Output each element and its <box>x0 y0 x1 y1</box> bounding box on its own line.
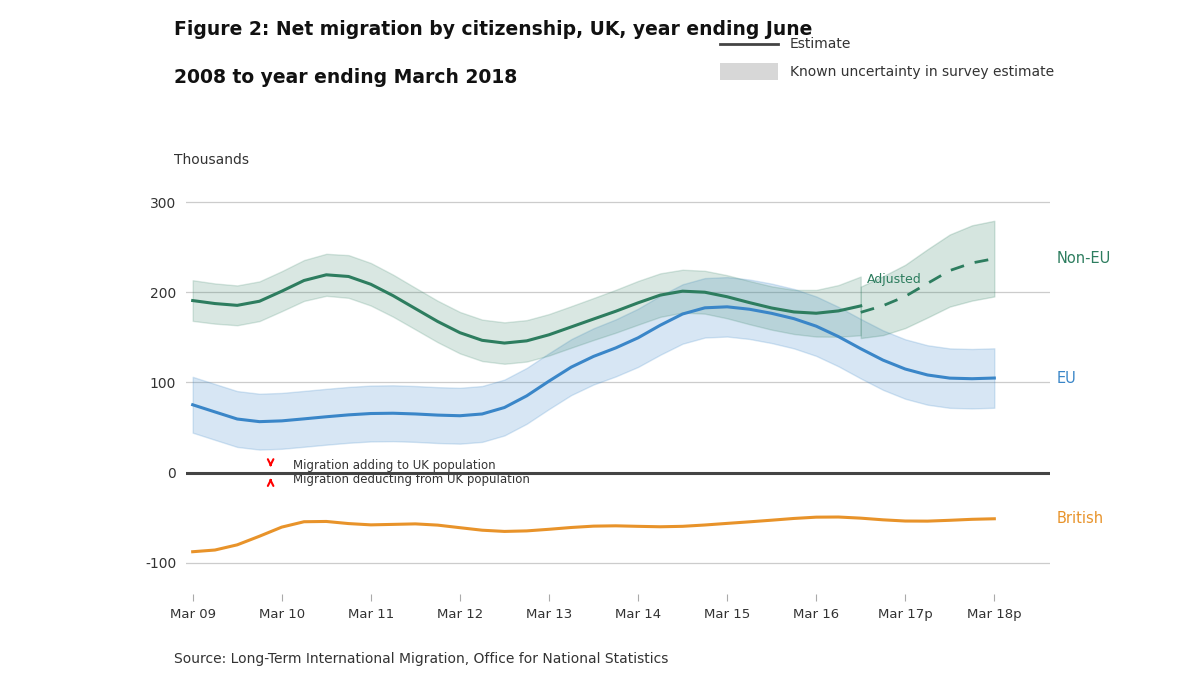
Text: EU: EU <box>1057 371 1076 385</box>
Text: British: British <box>1057 512 1104 527</box>
Text: Migration adding to UK population: Migration adding to UK population <box>293 459 496 472</box>
Text: Figure 2: Net migration by citizenship, UK, year ending June: Figure 2: Net migration by citizenship, … <box>174 20 812 40</box>
Text: Non-EU: Non-EU <box>1057 251 1111 266</box>
Text: Adjusted: Adjusted <box>866 273 922 285</box>
Text: 2008 to year ending March 2018: 2008 to year ending March 2018 <box>174 68 517 87</box>
Text: Known uncertainty in survey estimate: Known uncertainty in survey estimate <box>790 65 1054 79</box>
Text: Thousands: Thousands <box>174 154 250 167</box>
Text: Estimate: Estimate <box>790 38 851 51</box>
Text: Source: Long-Term International Migration, Office for National Statistics: Source: Long-Term International Migratio… <box>174 652 668 666</box>
Text: Migration deducting from UK population: Migration deducting from UK population <box>293 473 529 486</box>
